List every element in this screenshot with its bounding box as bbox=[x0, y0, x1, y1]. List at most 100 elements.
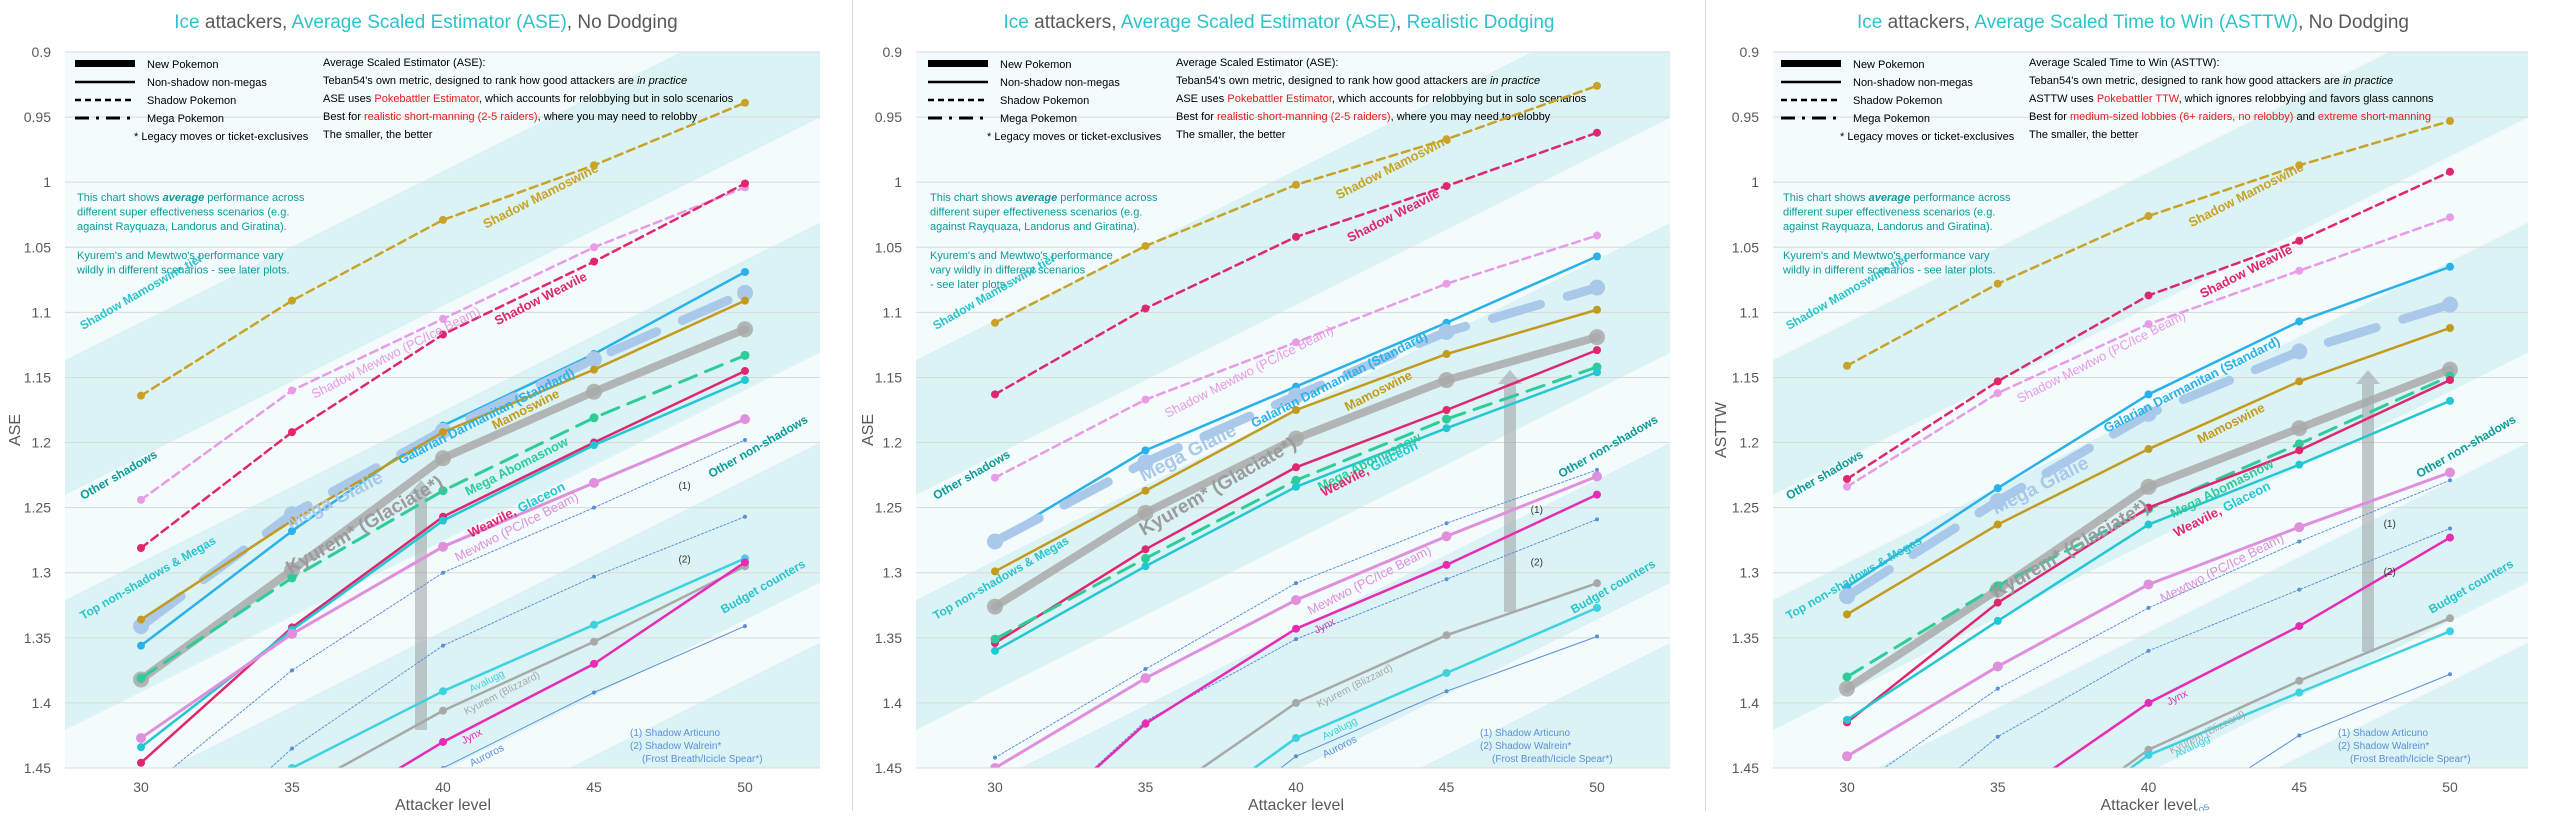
tier-band bbox=[916, 223, 1670, 730]
data-point bbox=[1292, 698, 1300, 707]
data-point bbox=[441, 643, 445, 648]
data-point bbox=[741, 558, 749, 567]
series-avalugg bbox=[2128, 627, 2454, 768]
chart-panel-1: 0.9 0.95 1 1.05 1.1 1.15 1.2 1.25 1.3 1.35 1.4 1.45… bbox=[0, 0, 852, 814]
data-point bbox=[2144, 390, 2153, 399]
data-point bbox=[2144, 503, 2153, 512]
data-point bbox=[1995, 734, 2000, 739]
data-point bbox=[991, 567, 999, 576]
data-point bbox=[288, 296, 296, 305]
y-tick-label: 1.05 bbox=[1732, 239, 1759, 255]
series-mega-abomasnow bbox=[136, 350, 750, 683]
y-tick-label: 1.1 bbox=[32, 304, 52, 320]
data-point bbox=[1593, 231, 1601, 240]
data-point bbox=[592, 505, 596, 510]
legend-label: Non-shadow non-megas bbox=[1853, 77, 1973, 89]
series-mamoswine bbox=[991, 305, 1601, 576]
description-line: The smaller, the better bbox=[323, 129, 433, 141]
data-point bbox=[439, 314, 447, 323]
data-point bbox=[1593, 305, 1601, 314]
y-tick-label: 1.35 bbox=[875, 630, 902, 646]
data-point bbox=[1442, 182, 1451, 191]
data-point bbox=[287, 573, 297, 583]
series-glaceon bbox=[1843, 396, 2454, 724]
data-point bbox=[1595, 634, 1599, 639]
y-tick-label: 0.95 bbox=[1732, 109, 1759, 125]
note-line: This chart shows average performance acr… bbox=[77, 192, 305, 204]
y-tick-label: 1.45 bbox=[875, 760, 902, 776]
series-shadow-weavile bbox=[991, 128, 1601, 399]
x-tick-label: 35 bbox=[1990, 779, 2006, 795]
data-point bbox=[1593, 368, 1601, 377]
data-point bbox=[590, 637, 598, 646]
footnote: (2) Shadow Walrein* bbox=[1480, 741, 1571, 752]
x-tick-label: 35 bbox=[1138, 779, 1154, 795]
data-point bbox=[1141, 395, 1150, 404]
data-point bbox=[439, 737, 447, 746]
data-point bbox=[137, 391, 145, 400]
data-point bbox=[592, 574, 596, 579]
data-point bbox=[2144, 445, 2153, 454]
y-tick-label: 1.45 bbox=[1732, 760, 1759, 776]
data-point bbox=[439, 516, 447, 525]
series-shadow-weavile bbox=[1843, 167, 2454, 483]
data-point bbox=[288, 386, 296, 395]
x-tick-label: 30 bbox=[987, 779, 1003, 795]
data-point bbox=[1593, 603, 1601, 612]
data-point bbox=[1294, 754, 1298, 759]
data-point bbox=[586, 383, 602, 400]
data-point bbox=[133, 618, 149, 635]
y-tick-label: 1.1 bbox=[883, 304, 903, 320]
data-point bbox=[1137, 504, 1154, 521]
data-point bbox=[2144, 520, 2153, 529]
data-point bbox=[2448, 672, 2452, 677]
arrow-up-icon bbox=[1498, 370, 1522, 612]
data-point bbox=[1993, 616, 2002, 625]
series-1-shadow-articuno bbox=[172, 437, 747, 768]
data-point bbox=[2445, 467, 2455, 478]
tier-band bbox=[1773, 222, 2528, 730]
data-point bbox=[590, 257, 598, 266]
legend-label: Non-shadow non-megas bbox=[1000, 77, 1120, 89]
note-line: Kyurem's and Mewtwo's performance bbox=[930, 250, 1113, 262]
data-point bbox=[1995, 686, 2000, 691]
note-line: Kyurem's and Mewtwo's performance vary bbox=[1783, 250, 1990, 262]
data-point bbox=[438, 486, 448, 496]
x-tick-label: 30 bbox=[1839, 779, 1855, 795]
y-tick-label: 1 bbox=[894, 174, 902, 190]
y-tick-label: 1.45 bbox=[24, 760, 51, 776]
series-shadow-mewtwo-pc-ice-beam bbox=[991, 231, 1601, 482]
data-point bbox=[1593, 490, 1601, 499]
data-point bbox=[2294, 522, 2305, 533]
series-auroros bbox=[2248, 672, 2452, 768]
data-point bbox=[1442, 279, 1451, 288]
data-point bbox=[2144, 212, 2153, 221]
data-point bbox=[2446, 533, 2454, 542]
data-point bbox=[1141, 562, 1150, 571]
data-point bbox=[1292, 180, 1300, 189]
data-point bbox=[1589, 279, 1605, 296]
data-point bbox=[1593, 128, 1601, 137]
legend-label: * Legacy moves or ticket-exclusives bbox=[987, 131, 1162, 143]
data-point bbox=[2146, 648, 2151, 653]
data-point bbox=[590, 161, 598, 170]
legend-label: Shadow Pokemon bbox=[147, 95, 236, 107]
data-point bbox=[1292, 482, 1300, 491]
data-point bbox=[1843, 610, 1851, 619]
data-point bbox=[2295, 266, 2304, 275]
description-line: ASTTW uses Pokebattler TTW, which ignore… bbox=[2029, 93, 2434, 105]
data-point bbox=[590, 659, 598, 668]
x-tick-label: 50 bbox=[2442, 779, 2458, 795]
data-point bbox=[1291, 475, 1301, 485]
x-tick-label: 50 bbox=[737, 779, 753, 795]
footnote-marker: (1) bbox=[678, 481, 690, 492]
data-point bbox=[1593, 81, 1601, 90]
y-axis-label: ASTTW bbox=[1713, 401, 1730, 458]
note-line: against Rayquaza, Landorus and Giratina)… bbox=[1783, 221, 1993, 233]
data-point bbox=[743, 514, 747, 519]
y-tick-label: 0.95 bbox=[875, 109, 902, 125]
data-point bbox=[435, 450, 451, 467]
y-axis-label: ASE bbox=[7, 414, 24, 446]
tier-band bbox=[65, 52, 820, 495]
chart-panel-2: 0.9 0.95 1 1.05 1.1 1.15 1.2 1.25 1.3 1.35 1.4 1.45… bbox=[853, 0, 1705, 814]
